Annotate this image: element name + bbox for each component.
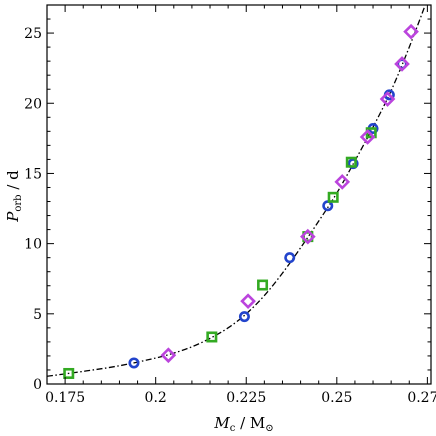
y-tick-labels: 0 5 10 15 20 25 xyxy=(24,26,42,393)
diamond-marker xyxy=(379,91,396,107)
diamond-marker xyxy=(299,228,316,245)
ticks-layer xyxy=(46,4,431,385)
fit-curve xyxy=(47,5,426,377)
x-axis-label: Mc / M⊙ xyxy=(213,414,273,434)
x-tick-label: 0.2 xyxy=(145,390,167,406)
x-tick-label: 0.25 xyxy=(321,390,352,406)
diamond-marker xyxy=(403,23,419,40)
square-marker xyxy=(327,191,339,203)
y-tick-label: 0 xyxy=(33,377,42,393)
fit-curve-layer xyxy=(47,5,426,377)
x-axis-label-sub: c xyxy=(230,423,236,434)
square-marker xyxy=(63,367,75,379)
y-axis-label-rest: / d xyxy=(4,170,22,195)
diamond-marker xyxy=(394,56,410,72)
circle-marker xyxy=(347,158,359,170)
plot-frame xyxy=(46,4,432,385)
square-marker xyxy=(345,156,357,168)
square-marker xyxy=(206,331,218,343)
y-tick-label: 20 xyxy=(24,96,42,112)
circle-marker xyxy=(238,311,250,323)
y-axis-label-sub: orb xyxy=(13,194,24,211)
x-axis-label-sep: / M xyxy=(235,414,265,432)
x-tick-label: 0.225 xyxy=(226,390,266,406)
square-marker xyxy=(257,279,269,291)
y-axis-label: Porb / d xyxy=(4,170,24,223)
diamond-marker xyxy=(334,174,351,190)
circle-marker xyxy=(284,252,296,264)
y-tick-label: 5 xyxy=(33,307,42,323)
circle-marker xyxy=(128,357,140,369)
y-tick-label: 25 xyxy=(24,26,42,42)
markers-layer xyxy=(63,23,419,379)
x-tick-label: 0.175 xyxy=(45,390,85,406)
x-tick-labels: 0.175 0.2 0.225 0.25 0.275 xyxy=(45,390,436,406)
diamond-marker xyxy=(240,293,256,310)
x-tick-label: 0.275 xyxy=(407,390,436,406)
y-tick-label: 15 xyxy=(24,166,42,182)
x-axis-label-sun: ⊙ xyxy=(265,423,273,434)
diamond-marker xyxy=(160,347,177,364)
y-axis-label-main: P xyxy=(4,211,22,223)
diamond-marker xyxy=(359,129,376,145)
x-axis-label-main: M xyxy=(213,414,230,432)
y-tick-label: 10 xyxy=(24,237,42,253)
